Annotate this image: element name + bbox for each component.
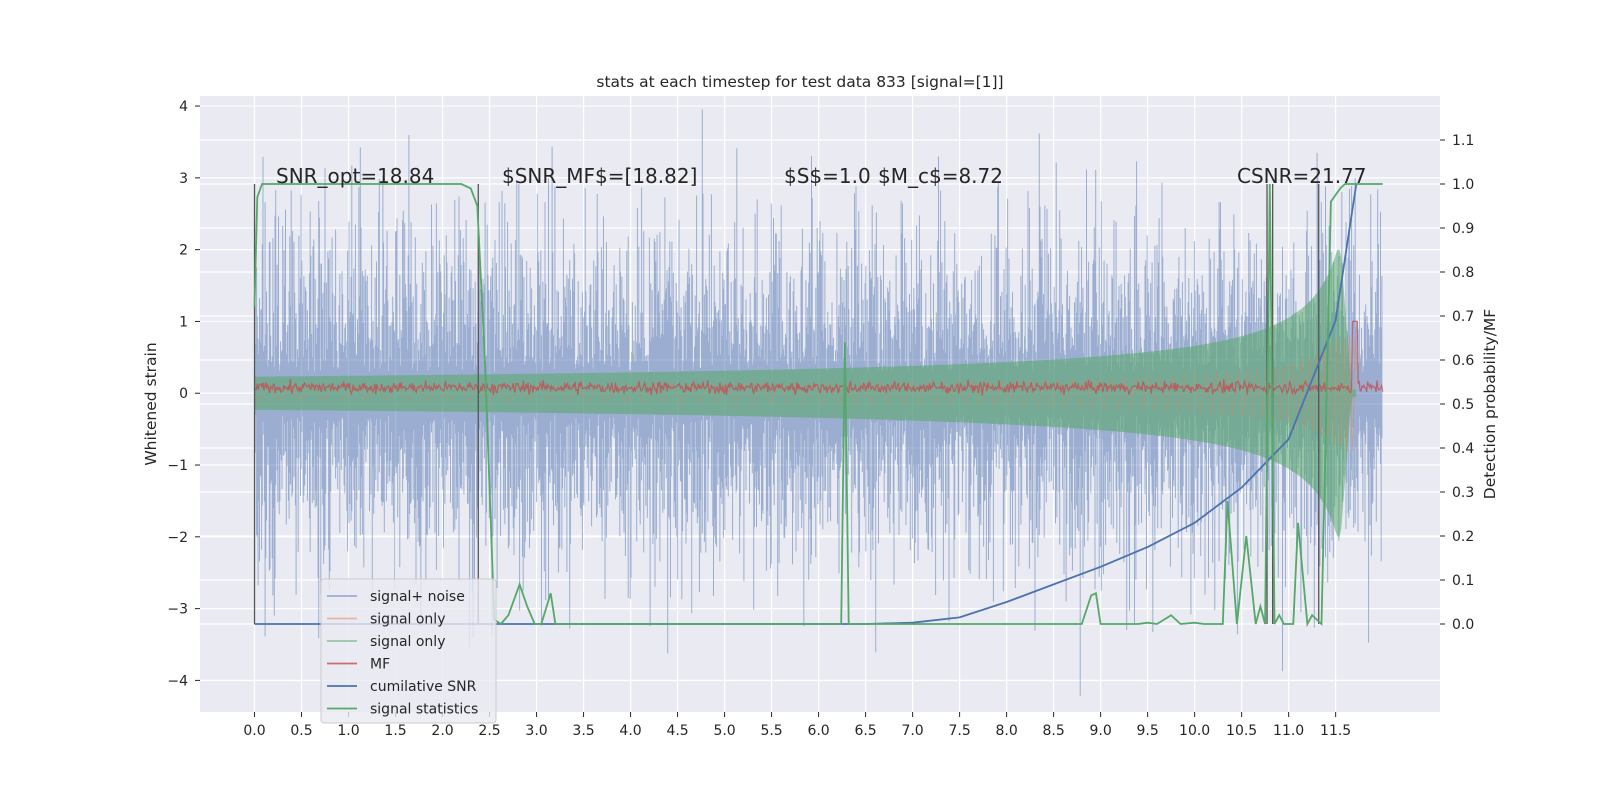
right-tick-label: 0.2 <box>1452 529 1474 545</box>
right-tick-label: 0.9 <box>1452 221 1474 237</box>
legend-label: signal only <box>370 634 445 650</box>
annotation-snr-opt: SNR_opt=18.84 <box>276 164 434 188</box>
x-tick-label: 7.5 <box>948 723 970 739</box>
x-tick-label: 2.5 <box>478 723 500 739</box>
right-tick-label: 0.0 <box>1452 617 1474 633</box>
x-axis-ticks: 0.0 0.5 1.0 1.5 2.0 2.5 3.0 3.5 4.0 4.5 5.0 5.5 6.0 6… <box>243 712 1351 739</box>
legend-label: signal statistics <box>370 702 478 718</box>
x-tick-label: 7.0 <box>901 723 923 739</box>
x-tick-label: 9.5 <box>1136 723 1158 739</box>
right-axis-label: Detection probability/MF <box>1481 309 1499 500</box>
plot-area <box>253 109 1384 696</box>
series-mf <box>254 320 1384 396</box>
right-axis-ticks: 1.1 1.0 0.9 0.8 0.7 0.6 0.5 0.4 0.3 0.2 0.1 0.0 <box>1440 133 1474 633</box>
x-tick-label: 2.0 <box>431 723 453 739</box>
right-tick-label: 1.1 <box>1452 133 1474 149</box>
x-tick-label: 9.0 <box>1089 723 1111 739</box>
right-tick-label: 0.4 <box>1452 441 1474 457</box>
x-tick-label: 8.0 <box>995 723 1017 739</box>
legend-label: MF <box>370 657 390 673</box>
x-tick-label: 8.5 <box>1042 723 1064 739</box>
y-tick-label: 2 <box>179 243 188 259</box>
y-tick-label: −1 <box>167 458 188 474</box>
x-tick-label: 11.5 <box>1320 723 1351 739</box>
legend-label: signal only <box>370 612 445 628</box>
x-tick-label: 1.0 <box>337 723 359 739</box>
series-cumulative-snr <box>254 183 1358 625</box>
right-tick-label: 0.6 <box>1452 353 1474 369</box>
y-axis-ticks: 4 3 2 1 0 −1 −2 −3 −4 <box>167 99 200 689</box>
x-tick-label: 10.5 <box>1226 723 1257 739</box>
right-tick-label: 0.8 <box>1452 265 1474 281</box>
annotation-mc: $M_c$=8.72 <box>878 164 1003 188</box>
y-axis-label: Whitened strain <box>142 342 160 465</box>
annotation-snr-mf: $SNR_MF$=[18.82] <box>502 164 697 188</box>
y-tick-label: 1 <box>179 314 188 330</box>
x-tick-label: 1.5 <box>384 723 406 739</box>
series-signal-statistics <box>253 183 1383 628</box>
annotation-csnr: CSNR=21.77 <box>1237 164 1367 188</box>
y-tick-label: −3 <box>167 602 188 618</box>
x-tick-label: 4.0 <box>619 723 641 739</box>
x-tick-label: 5.5 <box>760 723 782 739</box>
annotations: SNR_opt=18.84 $SNR_MF$=[18.82] $S$=1.0 $… <box>276 164 1367 188</box>
right-tick-label: 0.7 <box>1452 309 1474 325</box>
y-tick-label: 4 <box>179 99 188 115</box>
x-tick-label: 4.5 <box>666 723 688 739</box>
x-tick-label: 6.0 <box>807 723 829 739</box>
x-tick-label: 10.0 <box>1179 723 1210 739</box>
x-tick-label: 0.5 <box>290 723 312 739</box>
x-tick-label: 6.5 <box>854 723 876 739</box>
legend-box <box>320 578 497 724</box>
right-tick-label: 0.5 <box>1452 397 1474 413</box>
y-tick-label: 0 <box>179 386 188 402</box>
x-tick-label: 3.0 <box>525 723 547 739</box>
x-tick-label: 5.0 <box>713 723 735 739</box>
legend: signal+ noise signal only signal only MF cum… <box>320 578 497 724</box>
legend-label: signal+ noise <box>370 589 465 605</box>
y-tick-label: −4 <box>167 673 188 689</box>
legend-label: cumilative SNR <box>370 679 477 695</box>
y-tick-label: −2 <box>167 530 188 546</box>
x-tick-label: 3.5 <box>572 723 594 739</box>
right-tick-label: 0.1 <box>1452 573 1474 589</box>
annotation-s: $S$=1.0 <box>784 164 871 188</box>
chart-title: stats at each timestep for test data 833… <box>596 73 1003 91</box>
right-tick-label: 0.3 <box>1452 485 1474 501</box>
x-tick-label: 0.0 <box>243 723 265 739</box>
x-tick-label: 11.0 <box>1273 723 1304 739</box>
right-tick-label: 1.0 <box>1452 177 1474 193</box>
y-tick-label: 3 <box>179 171 188 187</box>
